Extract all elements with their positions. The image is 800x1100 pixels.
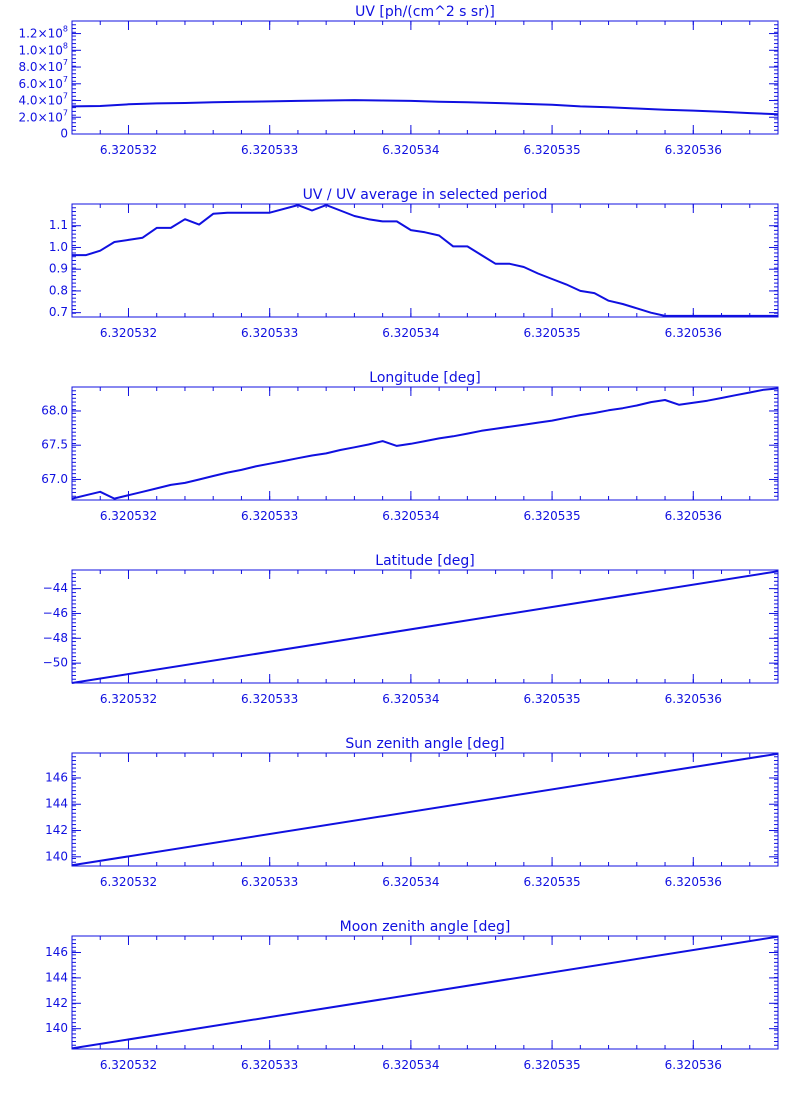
x-tick-label: 6.320532 <box>100 326 157 340</box>
x-tick-label: 6.320532 <box>100 875 157 889</box>
chart-panel-5: Sun zenith angle [deg] 140 142 144 146 6.3205… <box>45 736 779 889</box>
plot-frame <box>71 203 779 318</box>
chart-title: Latitude [deg] <box>375 553 474 569</box>
y-tick-label: 144 <box>45 970 68 984</box>
chart-panel-4: Latitude [deg] −50 −48 −46 −44 6.320532 6.3205… <box>43 553 779 706</box>
plot-frame <box>71 20 779 135</box>
x-tick-label: 6.320534 <box>382 509 439 523</box>
x-tick-label: 6.320535 <box>523 143 580 157</box>
series-line-1 <box>71 570 779 684</box>
series-line-1 <box>71 935 779 1050</box>
x-tick-label: 6.320534 <box>382 875 439 889</box>
x-tick-label: 6.320533 <box>241 875 298 889</box>
chart-title: UV / UV average in selected period <box>303 187 548 203</box>
y-tick-label: 1.1 <box>49 218 68 232</box>
chart-panel-1: UV [ph/(cm^2 s sr)] 0 2.0×1074.0×1076.0×10… <box>18 4 779 157</box>
y-tick-label: 67.0 <box>41 472 68 486</box>
x-tick-label: 6.320532 <box>100 1058 157 1072</box>
y-tick-label: 68.0 <box>41 403 68 417</box>
y-tick-label: −46 <box>43 606 68 620</box>
x-tick-label: 6.320534 <box>382 326 439 340</box>
series-line-1 <box>71 752 779 867</box>
x-tick-label: 6.320532 <box>100 692 157 706</box>
chart-title: Sun zenith angle [deg] <box>345 736 504 752</box>
plot-frame <box>71 752 779 867</box>
x-tick-label: 6.320533 <box>241 509 298 523</box>
x-tick-label: 6.320533 <box>241 692 298 706</box>
plot-frame <box>71 935 779 1050</box>
x-tick-label: 6.320535 <box>523 509 580 523</box>
x-tick-label: 6.320536 <box>665 143 722 157</box>
x-tick-label: 6.320534 <box>382 143 439 157</box>
y-tick-label: −44 <box>43 581 68 595</box>
chart-title: UV [ph/(cm^2 s sr)] <box>355 4 495 20</box>
y-tick-label: 146 <box>45 945 68 959</box>
x-tick-label: 6.320534 <box>382 1058 439 1072</box>
y-tick-label: 146 <box>45 770 68 784</box>
y-tick-label: 144 <box>45 797 68 811</box>
y-tick-label: 2.0×107 <box>18 108 68 124</box>
x-tick-label: 6.320532 <box>100 143 157 157</box>
y-tick-label: 67.5 <box>41 438 68 452</box>
y-tick-label: 1.0 <box>49 240 68 254</box>
x-tick-label: 6.320536 <box>665 1058 722 1072</box>
y-tick-label: 142 <box>45 823 68 837</box>
y-tick-label: 1.2×108 <box>18 24 68 40</box>
x-tick-label: 6.320535 <box>523 1058 580 1072</box>
x-tick-label: 6.320533 <box>241 1058 298 1072</box>
x-tick-label: 6.320536 <box>665 509 722 523</box>
chart-panel-3: Longitude [deg] 67.0 67.5 68.0 6.320532 6.320… <box>41 370 779 523</box>
x-tick-label: 6.320536 <box>665 326 722 340</box>
y-tick-label: 8.0×107 <box>18 58 68 74</box>
y-tick-label: 0.7 <box>49 305 68 319</box>
chart-panel-2: UV / UV average in selected period 0.7 0.8… <box>49 187 779 340</box>
x-tick-label: 6.320536 <box>665 692 722 706</box>
y-tick-label: −50 <box>43 656 68 670</box>
plot-frame <box>71 386 779 501</box>
chart-title: Moon zenith angle [deg] <box>340 919 511 935</box>
y-tick-label: 140 <box>45 849 68 863</box>
x-tick-label: 6.320532 <box>100 509 157 523</box>
chart-title: Longitude [deg] <box>369 370 480 386</box>
plot-frame <box>71 569 779 684</box>
series-line-1 <box>71 99 779 116</box>
y-tick-label: 0.9 <box>49 262 68 276</box>
y-tick-label: 140 <box>45 1021 68 1035</box>
y-tick-label: 142 <box>45 996 68 1010</box>
x-tick-label: 6.320535 <box>523 326 580 340</box>
x-tick-label: 6.320535 <box>523 875 580 889</box>
y-tick-label: 0.8 <box>49 283 68 297</box>
x-tick-label: 6.320534 <box>382 692 439 706</box>
x-tick-label: 6.320533 <box>241 326 298 340</box>
series-line-1 <box>71 387 779 500</box>
x-tick-label: 6.320536 <box>665 875 722 889</box>
y-tick-label: 4.0×107 <box>18 91 68 107</box>
chart-panel-6: Moon zenith angle [deg] 140 142 144 146 6.320… <box>45 919 779 1072</box>
x-tick-label: 6.320533 <box>241 143 298 157</box>
y-tick-label: 1.0×108 <box>18 41 68 57</box>
y-tick-label: −48 <box>43 631 68 645</box>
x-tick-label: 6.320535 <box>523 692 580 706</box>
y-tick-label: 0 <box>60 127 68 141</box>
series-line-1 <box>72 204 778 317</box>
y-tick-label: 6.0×107 <box>18 74 68 90</box>
